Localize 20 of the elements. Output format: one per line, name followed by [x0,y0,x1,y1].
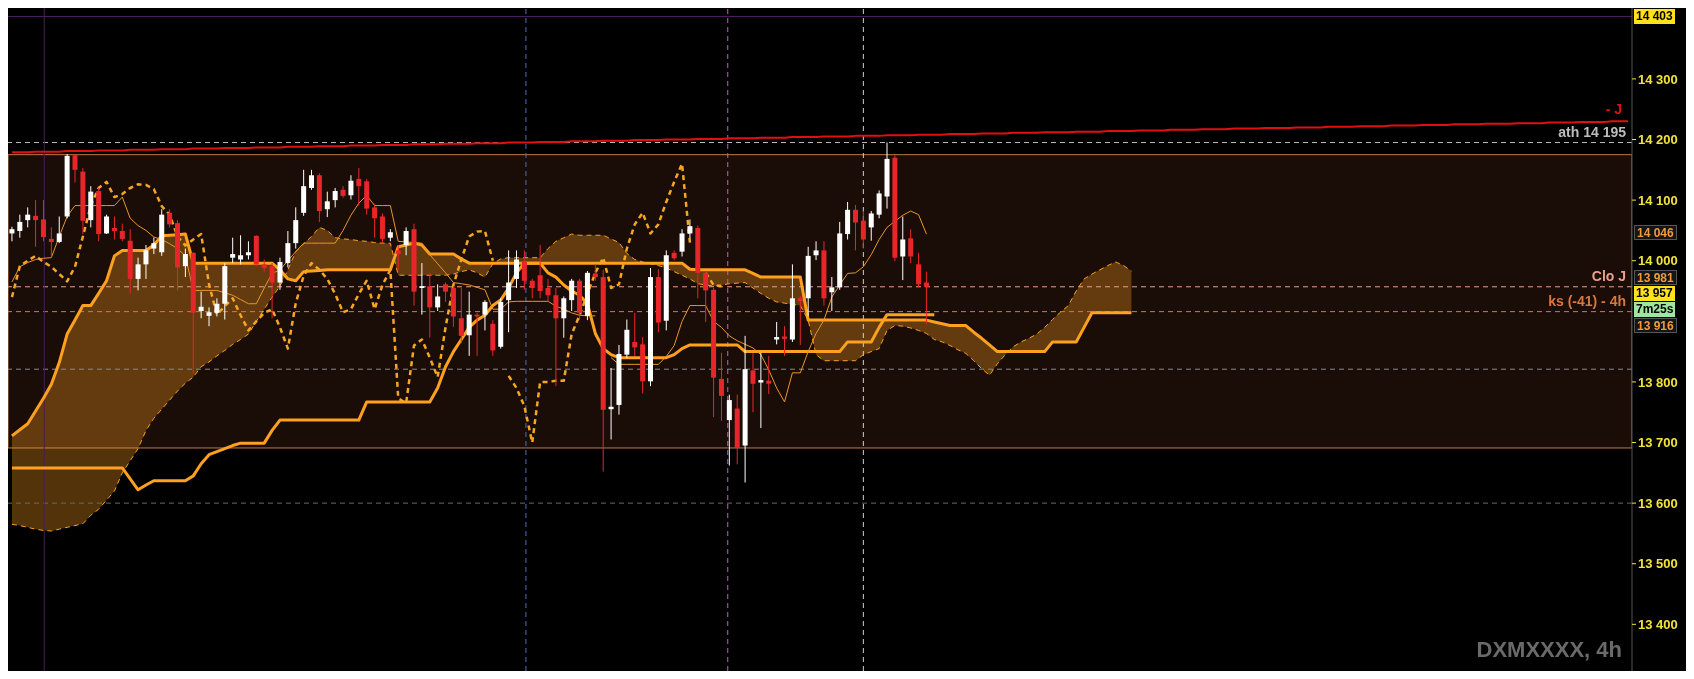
series-label: - J [1605,101,1623,118]
y-tick-label: 14 000 [1638,253,1678,269]
annotation: 14 403 [1634,8,1675,24]
annotation: 14 046 [1634,225,1677,241]
ref-line-label: ath 14 195 [1558,123,1626,140]
y-tick-label: 14 300 [1638,71,1678,87]
text: 7m25s [1634,301,1676,317]
ref-line-label: Clo J [1591,267,1626,284]
y-tick-label: 13 500 [1638,556,1678,572]
y-tick-label: 14 200 [1638,132,1678,148]
text: 13 981 [1634,269,1677,285]
text: DXMXXXX, 4h [1476,637,1622,663]
text: 13 957 [1634,285,1675,301]
text: 13 916 [1634,317,1677,333]
y-tick-label: 13 400 [1638,616,1678,632]
y-tick-label: 14 100 [1638,192,1678,208]
y-tick-label: 13 600 [1638,495,1678,511]
y-tick-label: 13 800 [1638,374,1678,390]
ref-line-label: ks (-41) - 4h [1548,292,1626,309]
y-tick-label: 13 700 [1638,435,1678,451]
